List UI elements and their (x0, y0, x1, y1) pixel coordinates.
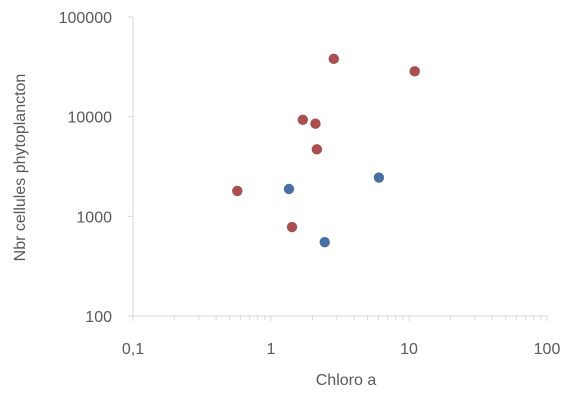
data-point (328, 53, 339, 65)
y-tick-label: 100 (85, 309, 112, 326)
y-tick-labels: 100 1000 10000 100000 (59, 10, 112, 326)
x-tick-label: 0,1 (122, 341, 144, 358)
y-tick-marks (128, 16, 133, 317)
x-tick-labels: 0,1 1 10 100 (122, 341, 561, 358)
x-tick-label: 10 (400, 341, 418, 358)
data-point (297, 114, 309, 126)
data-point (311, 144, 323, 155)
data-points (232, 53, 420, 248)
x-tick-label: 100 (534, 341, 561, 358)
y-tick-label: 100000 (59, 10, 112, 27)
y-tick-label: 1000 (76, 209, 112, 226)
data-point (283, 183, 295, 195)
data-point (319, 237, 330, 248)
x-axis-title: Chloro a (316, 372, 377, 389)
y-axis-title: Nbr cellules phytoplancton (12, 74, 29, 262)
data-point (373, 172, 385, 183)
data-point (409, 66, 420, 77)
plot-area (128, 16, 548, 321)
data-point (232, 185, 243, 197)
x-tick-marks (132, 316, 548, 321)
data-point (310, 118, 321, 129)
y-tick-label: 10000 (68, 110, 113, 127)
x-tick-label: 1 (267, 341, 276, 358)
data-point (286, 221, 298, 233)
